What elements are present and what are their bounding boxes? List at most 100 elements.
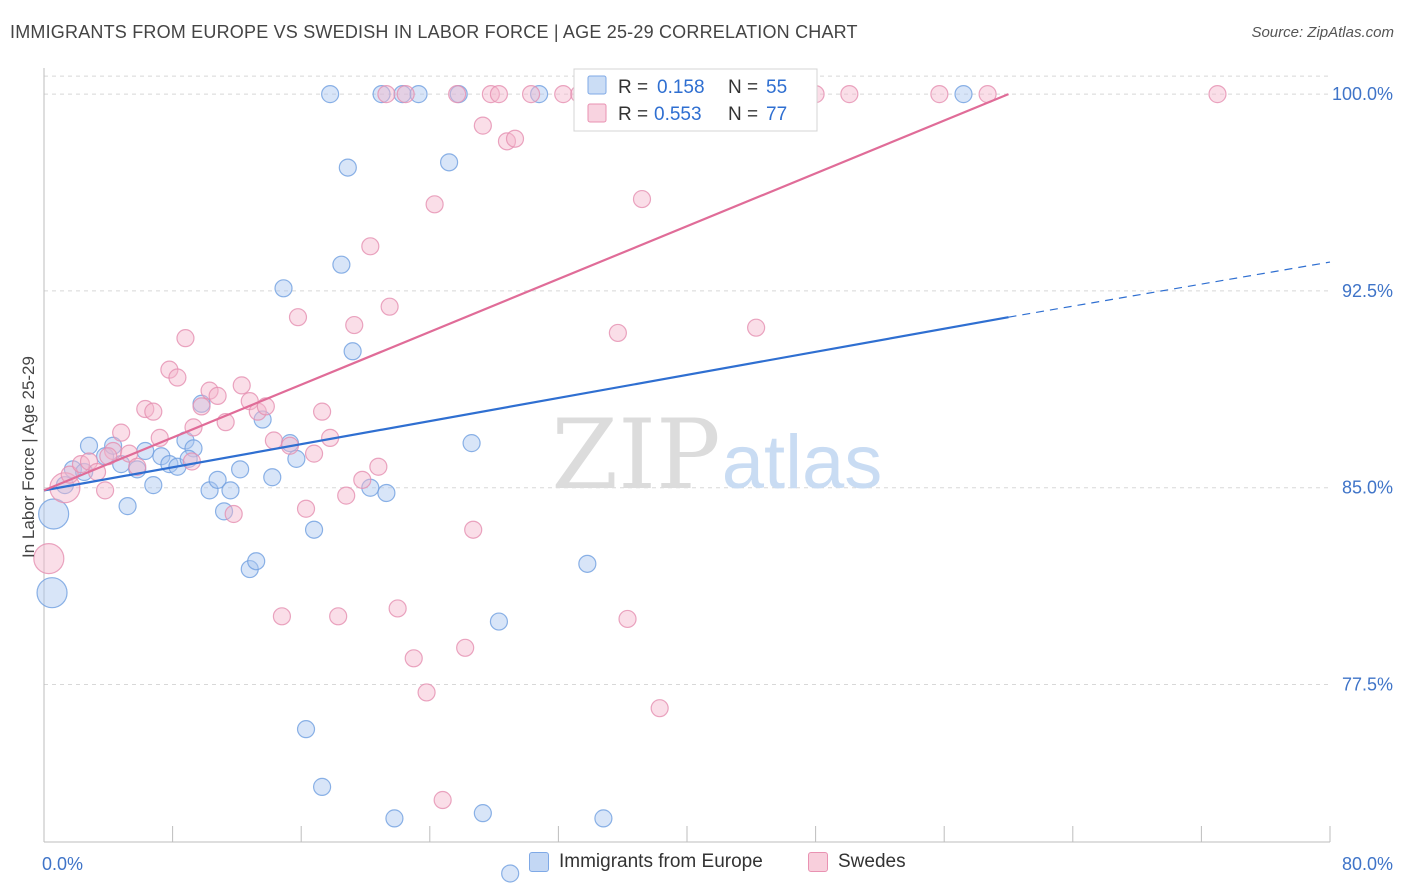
source-label: Source: ZipAtlas.com [1251, 24, 1394, 41]
swedes-point [95, 481, 115, 500]
swedes-point [272, 607, 292, 626]
swedes-point [312, 402, 332, 421]
swedes-point [380, 297, 399, 316]
swedes-point [353, 470, 372, 489]
immigrants-point [594, 809, 613, 828]
immigrants-point [304, 520, 324, 539]
swedes-point [521, 85, 541, 104]
axes [43, 68, 1331, 843]
swedes-point [345, 315, 364, 335]
immigrants-point [221, 481, 240, 500]
watermark: ZIP atlas [551, 399, 882, 511]
swedes-point [618, 609, 637, 629]
swedes-point [128, 457, 147, 476]
swedes-point [112, 423, 131, 442]
swedes-point [417, 683, 436, 702]
immigrants-point [144, 476, 163, 495]
swedes-point [232, 376, 251, 395]
stats-r-label-2: R = [618, 104, 648, 125]
stats-legend: R = 0.158 N = 55 R = 0.553 N = 77 [573, 68, 818, 132]
swedes-point [464, 520, 483, 539]
immigrants-point [104, 436, 123, 455]
immigrants-point [338, 158, 357, 177]
stats-n-value-2: 77 [766, 104, 787, 125]
swedes-point [208, 386, 227, 405]
immigrants-point [343, 342, 362, 361]
legend-item-immigrants[interactable]: Immigrants from Europe [529, 851, 763, 873]
swedes-point [473, 116, 492, 135]
legend-item-swedes[interactable]: Swedes [808, 851, 906, 873]
x-tick-label-max: 80.0% [1342, 854, 1393, 874]
stats-r-value-1: 0.158 [657, 77, 705, 98]
watermark-atlas: atlas [722, 420, 883, 505]
immigrants-point [489, 612, 509, 631]
immigrants-point [462, 434, 481, 453]
swedes-point [361, 237, 380, 256]
stats-n-label-1: N = [728, 77, 758, 98]
stats-r-label-1: R = [618, 77, 648, 98]
swedes-point [337, 486, 356, 505]
immigrants-point [954, 85, 973, 104]
y-tick-label: 77.5% [1342, 675, 1393, 695]
stats-n-value-1: 55 [766, 77, 787, 98]
immigrants-point [578, 554, 597, 573]
swedes-trend-line [43, 93, 1009, 492]
immigrants-point [263, 468, 282, 487]
swedes-point [264, 431, 283, 450]
swedes-point [433, 790, 452, 810]
chart-title: IMMIGRANTS FROM EUROPE VS SWEDISH IN LAB… [10, 22, 858, 42]
swedes-point [650, 699, 669, 718]
immigrants-point [385, 809, 404, 828]
swedes-point [176, 329, 195, 348]
swedes-point [554, 85, 573, 104]
swedes-point [1208, 85, 1227, 104]
stats-r-value-2: 0.553 [654, 104, 702, 125]
stats-legend-swatch-blue [587, 75, 607, 95]
immigrants-point [38, 498, 70, 530]
immigrants-trend-line [43, 316, 1009, 492]
swedes-point [377, 85, 396, 104]
y-axis-label: In Labor Force | Age 25-29 [19, 356, 38, 558]
swedes-point [304, 444, 324, 463]
immigrants-point [377, 483, 396, 503]
swedes-point [168, 368, 187, 387]
swedes-point [396, 85, 415, 104]
immigrants-trend-extension [1008, 261, 1331, 318]
legend-swatch-pink [808, 852, 828, 872]
stats-legend-box [573, 68, 818, 132]
y-tick-label: 92.5% [1342, 281, 1393, 301]
immigrants-point [409, 85, 428, 104]
swedes-point [369, 457, 388, 476]
swedes-point [388, 599, 407, 618]
stats-legend-swatch-pink [587, 103, 607, 123]
x-tick-labels: 0.0% 80.0% [42, 854, 1393, 874]
immigrants-point [332, 255, 351, 274]
bottom-legend: Immigrants from Europe Swedes [0, 851, 1406, 879]
immigrants-point [231, 460, 250, 479]
swedes-point [608, 323, 627, 343]
swedes-point [456, 638, 475, 657]
swedes-point [192, 397, 211, 416]
swedes-point [224, 504, 243, 524]
trend-lines [43, 93, 1331, 492]
x-tick-label-min: 0.0% [42, 854, 83, 874]
swedes-point [33, 542, 65, 575]
swedes-point [144, 402, 163, 421]
immigrants-point [247, 552, 266, 571]
immigrants-point [312, 777, 332, 796]
y-tick-label: 100.0% [1332, 84, 1393, 104]
swedes-point [448, 85, 467, 104]
immigrants-point [296, 720, 316, 739]
swedes-point [404, 649, 423, 668]
swedes-point [930, 85, 949, 104]
immigrants-point [184, 439, 203, 458]
immigrants-point [36, 577, 68, 609]
legend-swatch-blue [529, 852, 549, 872]
swedes-point [632, 189, 652, 209]
series-immigrants-points [36, 85, 973, 883]
immigrants-point [439, 153, 459, 172]
immigrants-point [501, 864, 520, 883]
swedes-point [425, 195, 444, 214]
swedes-point [840, 85, 859, 104]
